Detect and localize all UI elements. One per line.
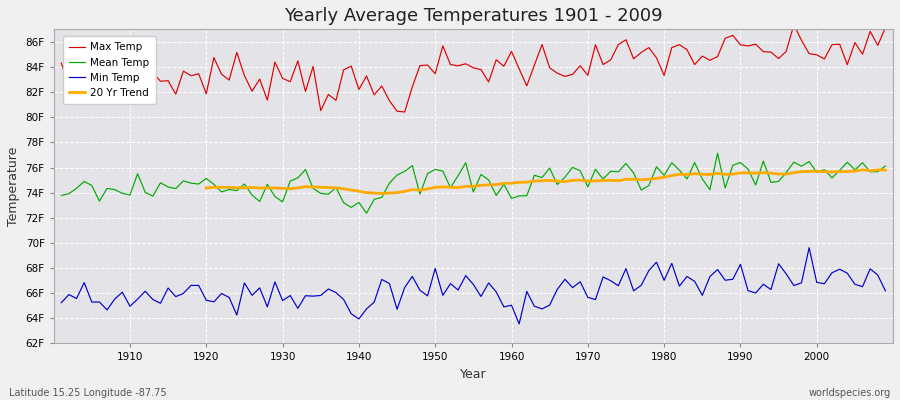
Min Temp xyxy=(499,304,509,309)
Max Temp xyxy=(606,58,616,62)
Line: Min Temp: Min Temp xyxy=(61,248,886,324)
Line: Mean Temp: Mean Temp xyxy=(61,153,886,213)
Mean Temp xyxy=(606,169,616,174)
20 Yr Trend xyxy=(773,172,784,176)
Max Temp xyxy=(56,60,67,65)
Mean Temp xyxy=(514,194,525,198)
Mean Temp xyxy=(506,196,517,201)
Mean Temp xyxy=(330,185,341,190)
20 Yr Trend xyxy=(880,168,891,172)
Legend: Max Temp, Mean Temp, Min Temp, 20 Yr Trend: Max Temp, Mean Temp, Min Temp, 20 Yr Tre… xyxy=(63,36,156,104)
Min Temp xyxy=(514,322,525,326)
20 Yr Trend xyxy=(292,186,303,190)
Max Temp xyxy=(788,22,799,27)
Min Temp xyxy=(330,290,341,295)
Text: worldspecies.org: worldspecies.org xyxy=(809,388,891,398)
Mean Temp xyxy=(117,191,128,196)
Mean Temp xyxy=(56,193,67,198)
Max Temp xyxy=(400,110,410,114)
Mean Temp xyxy=(284,179,295,184)
Max Temp xyxy=(880,25,891,30)
20 Yr Trend xyxy=(415,188,426,192)
Min Temp xyxy=(284,293,295,298)
Max Temp xyxy=(284,79,295,84)
20 Yr Trend xyxy=(865,168,876,173)
20 Yr Trend xyxy=(376,191,387,196)
20 Yr Trend xyxy=(857,167,868,172)
Min Temp xyxy=(880,288,891,293)
Mean Temp xyxy=(361,211,372,216)
Max Temp xyxy=(330,98,341,103)
Max Temp xyxy=(117,66,128,71)
Min Temp xyxy=(606,278,616,283)
Min Temp xyxy=(506,303,517,308)
20 Yr Trend xyxy=(201,186,212,190)
Mean Temp xyxy=(880,164,891,168)
20 Yr Trend xyxy=(681,172,692,177)
X-axis label: Year: Year xyxy=(460,368,487,381)
Title: Yearly Average Temperatures 1901 - 2009: Yearly Average Temperatures 1901 - 2009 xyxy=(284,7,662,25)
Text: Latitude 15.25 Longitude -87.75: Latitude 15.25 Longitude -87.75 xyxy=(9,388,166,398)
Line: Max Temp: Max Temp xyxy=(61,25,886,112)
Max Temp xyxy=(514,66,525,71)
Min Temp xyxy=(117,290,128,295)
Min Temp xyxy=(804,245,814,250)
Max Temp xyxy=(506,49,517,54)
Min Temp xyxy=(56,300,67,305)
20 Yr Trend xyxy=(788,170,799,175)
Mean Temp xyxy=(712,151,723,156)
Y-axis label: Temperature: Temperature xyxy=(7,147,20,226)
Line: 20 Yr Trend: 20 Yr Trend xyxy=(206,170,886,194)
